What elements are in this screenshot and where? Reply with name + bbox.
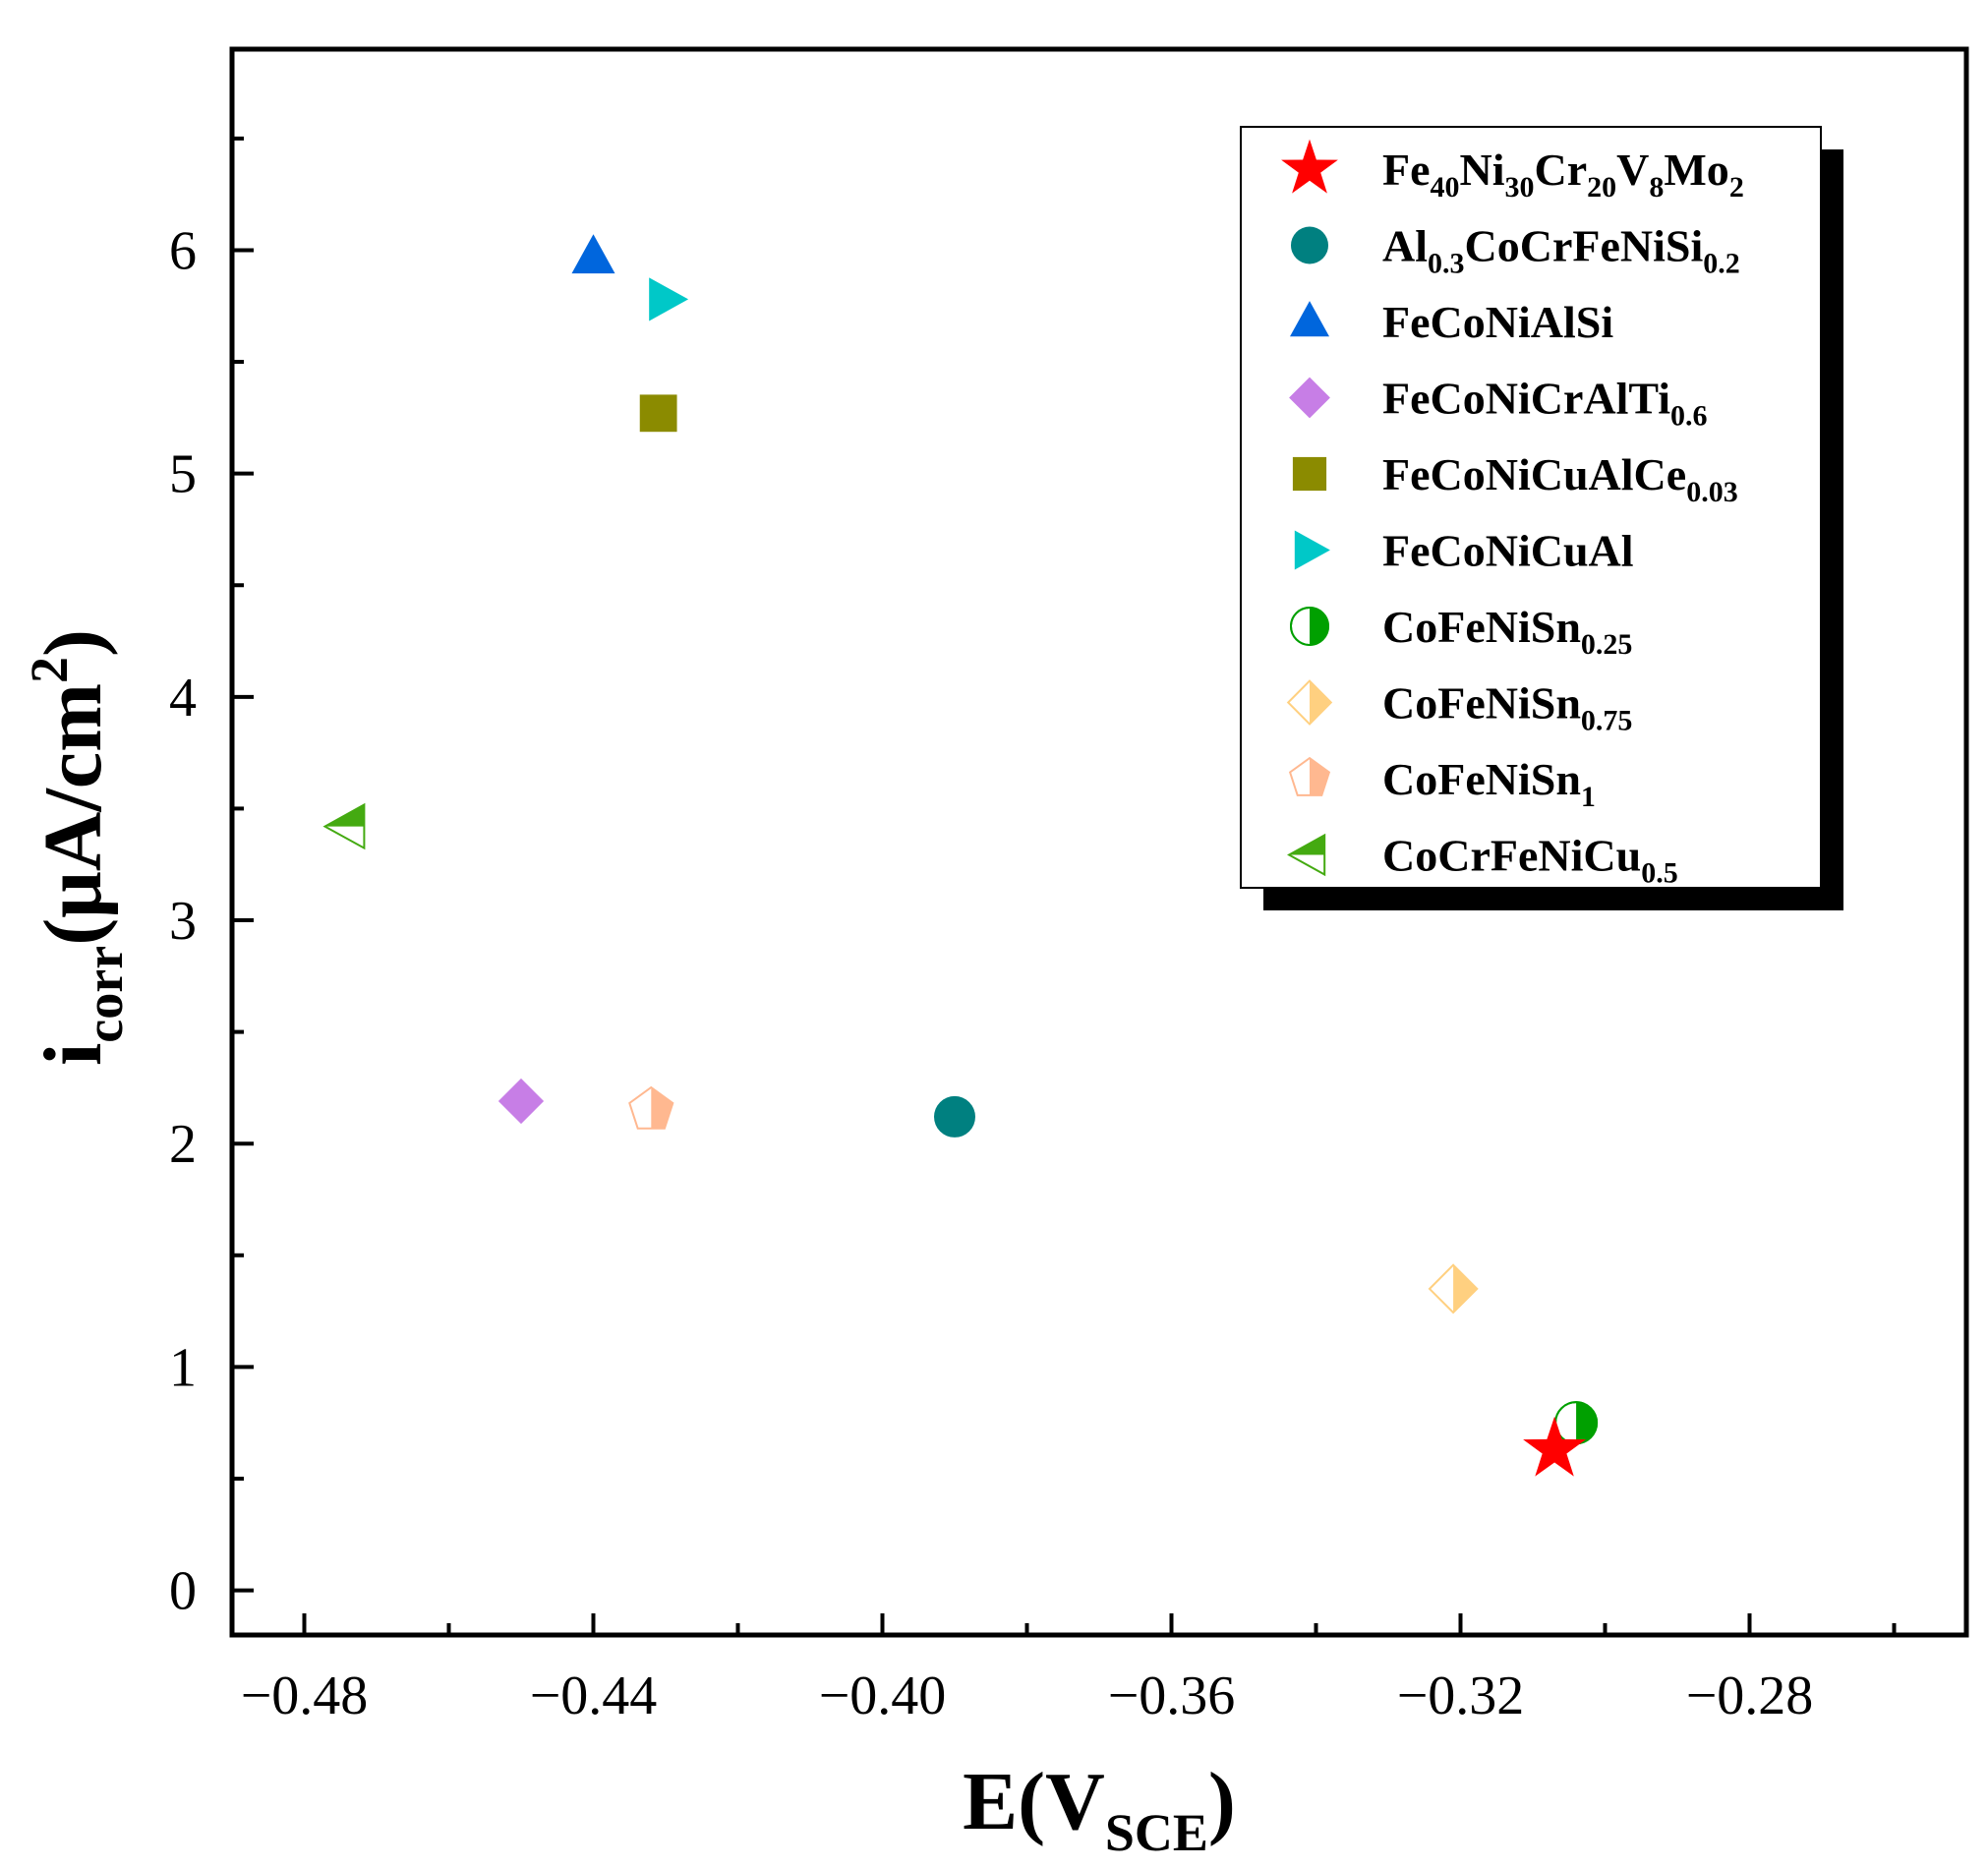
y-axis-title: icorr(μA/cm2): [20, 629, 134, 1066]
data-point: [1428, 1263, 1479, 1314]
y-axis-ticks: 0 1 2 3 4 5 6: [169, 136, 254, 1622]
data-point: [1523, 1416, 1586, 1477]
y-tick-label: 5: [169, 444, 197, 505]
legend-marker: [1289, 377, 1330, 419]
legend: Fe40Ni30Cr20V8Mo2 Al0.3CoCrFeNiSi0.2 FeCoN…: [1240, 126, 1843, 910]
data-point: [1554, 1401, 1599, 1445]
legend-label: Al0.3CoCrFeNiSi0.2: [1382, 221, 1740, 280]
x-axis-title-main: E(V: [963, 1756, 1105, 1847]
data-point: [628, 1085, 674, 1130]
legend-marker: [1281, 139, 1338, 194]
data-point: [571, 234, 615, 274]
y-tick-label: 6: [169, 220, 197, 281]
legend-marker: [1287, 833, 1326, 877]
legend-marker: [1291, 226, 1328, 264]
data-point: [322, 802, 366, 850]
y-tick-label: 3: [169, 891, 197, 952]
legend-box: [1240, 126, 1822, 889]
legend-marker: [1290, 607, 1329, 646]
x-axis-title-tail: ): [1208, 1756, 1236, 1847]
legend-marker: [1286, 679, 1333, 726]
legend-label: Fe40Ni30Cr20V8Mo2: [1382, 145, 1744, 204]
data-points: [322, 234, 1599, 1477]
legend-marker: [1294, 530, 1330, 570]
y-axis-title-sup: 2: [20, 657, 79, 683]
y-tick-label: 2: [169, 1114, 197, 1175]
y-axis-title-tail: (μA/cm: [28, 683, 119, 946]
y-axis-title-main: i: [28, 1043, 119, 1066]
x-tick-label: −0.36: [1108, 1665, 1236, 1726]
x-axis-ticks: −0.48 −0.44 −0.40 −0.36 −0.32 −0.28: [241, 1613, 1897, 1726]
y-axis-title-end: ): [28, 629, 119, 657]
data-point: [649, 277, 689, 321]
x-tick-label: −0.28: [1686, 1665, 1814, 1726]
x-tick-label: −0.40: [819, 1665, 947, 1726]
y-tick-label: 0: [169, 1561, 197, 1622]
legend-marker: [1290, 301, 1329, 337]
y-tick-label: 1: [169, 1337, 197, 1398]
data-point: [497, 1078, 545, 1125]
legend-label: FeCoNiCuAl: [1382, 526, 1634, 576]
legend-label: CoFeNiSn1: [1382, 754, 1596, 813]
plot-area-frame: [229, 46, 1969, 1638]
data-point: [639, 394, 677, 433]
legend-label: CoCrFeNiCu0.5: [1382, 831, 1678, 890]
legend-label: FeCoNiAlSi: [1382, 297, 1613, 347]
legend-marker: [1292, 456, 1327, 492]
legend-label: FeCoNiCrAlTi0.6: [1382, 374, 1708, 433]
x-axis-title-sub: SCE: [1105, 1803, 1208, 1862]
x-tick-label: −0.32: [1397, 1665, 1525, 1726]
legend-label: CoFeNiSn0.75: [1382, 678, 1632, 737]
x-tick-label: −0.48: [241, 1665, 369, 1726]
y-tick-label: 4: [169, 668, 197, 729]
legend-marker: [1288, 756, 1331, 796]
legend-label: CoFeNiSn0.25: [1382, 602, 1632, 661]
x-axis-title: E(VSCE): [963, 1756, 1236, 1862]
x-tick-label: −0.44: [530, 1665, 658, 1726]
legend-items: Fe40Ni30Cr20V8Mo2 Al0.3CoCrFeNiSi0.2 FeCoN…: [1281, 139, 1744, 890]
legend-label: FeCoNiCuAlCe0.03: [1382, 449, 1738, 508]
data-point: [934, 1095, 975, 1138]
y-axis-title-sub: corr: [75, 946, 134, 1043]
